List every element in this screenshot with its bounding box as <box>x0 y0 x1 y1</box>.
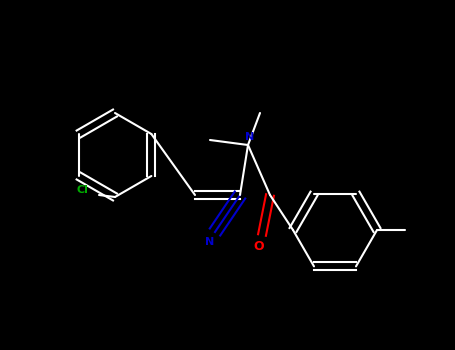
Text: O: O <box>254 240 264 253</box>
Text: N: N <box>245 132 255 142</box>
Text: N: N <box>205 237 215 247</box>
Text: Cl: Cl <box>76 185 88 195</box>
